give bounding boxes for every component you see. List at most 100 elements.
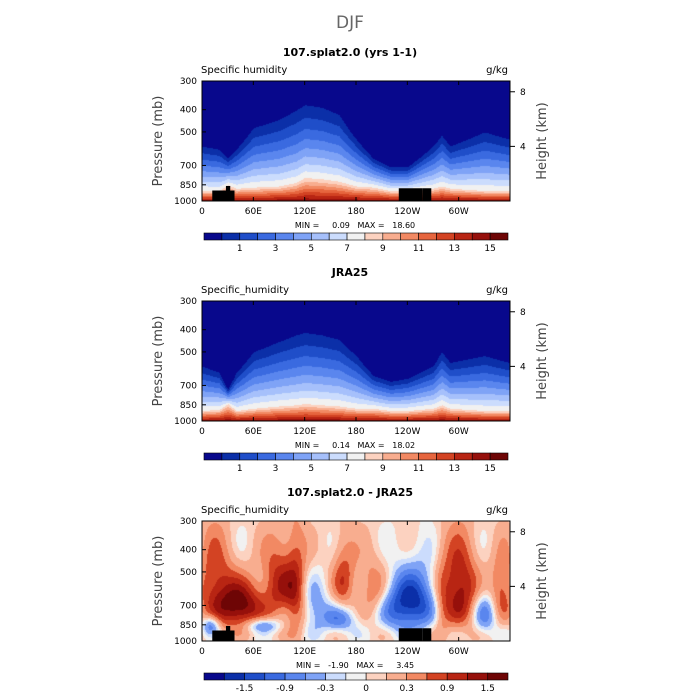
panel-diff: 107.splat2.0 - JRA25 Specific_humidity g… — [151, 486, 550, 694]
units-label: g/kg — [486, 285, 508, 296]
colorbar-swatch — [489, 452, 509, 461]
colorbar-swatch — [328, 452, 348, 461]
panel-model: 107.splat2.0 (yrs 1-1) Specific humidity… — [151, 46, 550, 254]
colorbar-label: 9 — [380, 244, 386, 254]
x-tick-label: 60W — [448, 647, 468, 657]
topography-mask — [398, 628, 423, 641]
x-tick-label: 60E — [245, 427, 262, 437]
y-right-tick-label: 8 — [520, 528, 526, 538]
colorbar-swatch — [325, 672, 347, 681]
colorbar-label: 15 — [484, 464, 495, 474]
x-tick-label: 120W — [394, 427, 420, 437]
colorbar-swatch — [400, 232, 419, 241]
colorbar-swatch — [293, 232, 312, 241]
colorbar-swatch — [310, 452, 330, 461]
y-tick-label: 400 — [180, 106, 197, 116]
colorbar: -1.5 -0.9 -0.3 0 0.3 0.9 1.5 — [203, 672, 509, 694]
colorbar-swatch — [364, 232, 384, 241]
variable-label: Specific humidity — [201, 65, 287, 76]
y-tick-label: 300 — [180, 517, 197, 527]
minmax-text: MIN = -1.90 MAX = 3.45 — [296, 661, 414, 670]
colorbar-swatch — [436, 452, 455, 461]
x-tick-label: 120E — [293, 647, 316, 657]
x-tick-label: 60E — [245, 207, 262, 217]
panel-title: 107.splat2.0 - JRA25 — [287, 486, 413, 499]
colorbar-swatch — [382, 452, 402, 461]
colorbar-swatch — [418, 452, 437, 461]
colorbar-label: 15 — [484, 244, 495, 254]
y-axis-right-label: Height (km) — [535, 102, 550, 179]
colorbar-label: 13 — [449, 464, 460, 474]
colorbar-swatch — [436, 232, 455, 241]
topography-mask — [225, 185, 231, 201]
colorbar-swatch — [467, 672, 489, 681]
colorbar-swatch — [203, 452, 223, 461]
colorbar-label: 3 — [273, 464, 279, 474]
y-axis-label: Pressure (mb) — [151, 316, 166, 407]
heatmap-field — [202, 81, 510, 201]
colorbar-swatch — [386, 672, 407, 681]
colorbar-label: 13 — [449, 244, 460, 254]
heatmap-canvas — [202, 301, 510, 421]
colorbar: 1 3 5 7 9 11 13 15 — [203, 232, 509, 254]
x-tick-label: 60W — [448, 427, 468, 437]
colorbar-swatch — [305, 672, 326, 681]
colorbar-swatch — [223, 672, 245, 681]
colorbar-swatch — [454, 232, 473, 241]
colorbar-label: 7 — [344, 464, 350, 474]
x-tick-label: 120E — [293, 207, 316, 217]
x-tick-label: 120W — [394, 207, 420, 217]
x-tick-label: 0 — [199, 647, 205, 657]
panel-obs: JRA25 Specific_humidity g/kg 0 60E 120E 180… — [151, 266, 550, 474]
topography-mask — [212, 190, 235, 201]
y-tick-label: 500 — [180, 348, 197, 358]
y-right-tick-label: 4 — [520, 142, 526, 152]
variable-label: Specific_humidity — [201, 285, 289, 296]
colorbar-label: 0.3 — [400, 684, 414, 694]
colorbar-label: 5 — [308, 244, 314, 254]
colorbar-label: 7 — [344, 244, 350, 254]
y-tick-label: 1000 — [174, 197, 197, 207]
colorbar-swatch — [244, 672, 266, 681]
plot-area: 0 60E 120E 180 120W 60W 300 400 500 700 850 1000 8 4 — [174, 517, 526, 657]
topography-mask — [422, 188, 432, 201]
x-tick-label: 180 — [347, 427, 364, 437]
colorbar-label: 0 — [363, 684, 369, 694]
panel-title: JRA25 — [331, 266, 368, 279]
colorbar-label: 1 — [237, 244, 243, 254]
x-tick-label: 120W — [394, 647, 420, 657]
colorbar: 1 3 5 7 9 11 13 15 — [203, 452, 509, 474]
colorbar-swatch — [284, 672, 306, 681]
y-axis-label: Pressure (mb) — [151, 96, 166, 187]
colorbar-swatch — [346, 452, 366, 461]
minmax-text: MIN = 0.14 MAX = 18.02 — [295, 441, 415, 450]
heatmap-canvas — [202, 521, 510, 641]
colorbar-label: -0.9 — [276, 684, 294, 694]
y-tick-label: 400 — [180, 546, 197, 556]
colorbar-label: 9 — [380, 464, 386, 474]
y-right-tick-label: 4 — [520, 582, 526, 592]
y-right-tick-label: 4 — [520, 362, 526, 372]
heatmap-field — [202, 301, 510, 421]
topography-mask — [225, 625, 231, 641]
colorbar-label: 11 — [413, 464, 424, 474]
y-right-tick-label: 8 — [520, 88, 526, 98]
topography-mask — [398, 188, 423, 201]
colorbar-swatch — [203, 672, 225, 681]
y-axis-label: Pressure (mb) — [151, 536, 166, 627]
colorbar-swatch — [406, 672, 428, 681]
colorbar-swatch — [489, 232, 509, 241]
colorbar-swatch — [454, 452, 473, 461]
colorbar-swatch — [293, 452, 312, 461]
colorbar-swatch — [239, 452, 258, 461]
y-axis-right-label: Height (km) — [535, 542, 550, 619]
heatmap-canvas — [202, 81, 510, 201]
x-tick-label: 120E — [293, 427, 316, 437]
colorbar-swatch — [257, 452, 276, 461]
colorbar-swatch — [310, 232, 330, 241]
colorbar-swatch — [382, 232, 402, 241]
topography-mask — [212, 630, 235, 641]
y-tick-label: 850 — [180, 621, 197, 631]
colorbar-swatch — [239, 232, 258, 241]
colorbar-swatch — [345, 672, 367, 681]
